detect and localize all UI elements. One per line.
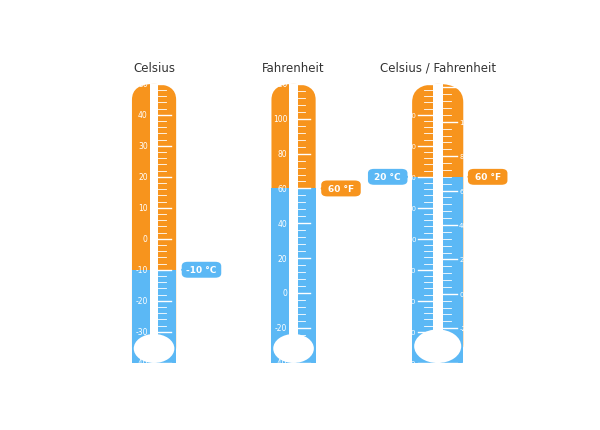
Text: -40: -40: [136, 358, 148, 367]
Bar: [412, 178, 463, 363]
FancyBboxPatch shape: [132, 85, 176, 363]
Text: 30: 30: [407, 144, 416, 150]
FancyBboxPatch shape: [268, 82, 319, 366]
Text: -10: -10: [136, 266, 148, 275]
Bar: [289, 85, 298, 349]
Text: -10: -10: [405, 267, 416, 273]
Text: -40: -40: [405, 360, 416, 366]
Text: -40: -40: [459, 360, 470, 366]
Text: -20: -20: [275, 324, 287, 332]
Text: -30: -30: [405, 329, 416, 335]
Text: 20: 20: [278, 254, 287, 263]
Text: 0: 0: [459, 291, 464, 297]
FancyBboxPatch shape: [368, 169, 407, 185]
Circle shape: [134, 334, 175, 363]
FancyBboxPatch shape: [468, 169, 508, 185]
Text: 10: 10: [407, 206, 416, 211]
Text: 60 °F: 60 °F: [475, 173, 501, 182]
Polygon shape: [182, 267, 185, 273]
Text: 40: 40: [138, 111, 148, 120]
FancyBboxPatch shape: [182, 262, 221, 278]
Polygon shape: [404, 174, 407, 181]
Text: 50: 50: [407, 82, 416, 88]
Text: °F: °F: [466, 74, 475, 83]
Bar: [149, 85, 158, 349]
Text: 60: 60: [278, 184, 287, 194]
Circle shape: [273, 334, 314, 363]
Text: 120: 120: [273, 80, 287, 89]
Text: 20 °C: 20 °C: [374, 173, 401, 182]
Text: 100: 100: [459, 120, 473, 126]
Text: 0: 0: [143, 235, 148, 244]
Text: 60 °F: 60 °F: [328, 184, 354, 194]
Text: -20: -20: [405, 298, 416, 304]
FancyBboxPatch shape: [271, 85, 316, 363]
Bar: [271, 189, 316, 363]
Text: Fahrenheit: Fahrenheit: [262, 61, 325, 75]
Text: 10: 10: [138, 204, 148, 213]
Text: -40: -40: [275, 358, 287, 367]
FancyBboxPatch shape: [409, 82, 467, 366]
Text: 20: 20: [407, 175, 416, 181]
Polygon shape: [321, 186, 325, 192]
Text: 0: 0: [412, 236, 416, 242]
Text: 0: 0: [283, 289, 287, 298]
Text: °C: °C: [400, 74, 410, 83]
Text: -20: -20: [136, 297, 148, 306]
Polygon shape: [468, 174, 472, 181]
Text: -10 °C: -10 °C: [186, 266, 217, 275]
FancyBboxPatch shape: [321, 181, 361, 197]
Text: 20: 20: [459, 257, 468, 263]
Bar: [132, 270, 176, 363]
Text: 80: 80: [278, 150, 287, 159]
Bar: [433, 85, 443, 347]
Text: 40: 40: [407, 113, 416, 119]
Text: 50: 50: [138, 80, 148, 89]
Text: Celsius: Celsius: [133, 61, 175, 75]
Text: 60: 60: [459, 188, 468, 194]
Text: -20: -20: [459, 326, 470, 332]
Text: 40: 40: [278, 219, 287, 228]
Text: 30: 30: [138, 142, 148, 151]
Text: 80: 80: [459, 154, 468, 160]
Text: 100: 100: [273, 115, 287, 124]
Text: -30: -30: [136, 327, 148, 336]
Text: Celsius / Fahrenheit: Celsius / Fahrenheit: [380, 61, 496, 75]
Circle shape: [414, 330, 461, 363]
Text: 120: 120: [459, 85, 473, 91]
Text: 40: 40: [459, 222, 468, 228]
FancyBboxPatch shape: [128, 82, 180, 366]
Text: °F: °F: [318, 74, 328, 83]
Text: °C: °C: [178, 74, 189, 83]
Text: 20: 20: [138, 173, 148, 182]
FancyBboxPatch shape: [412, 85, 463, 363]
